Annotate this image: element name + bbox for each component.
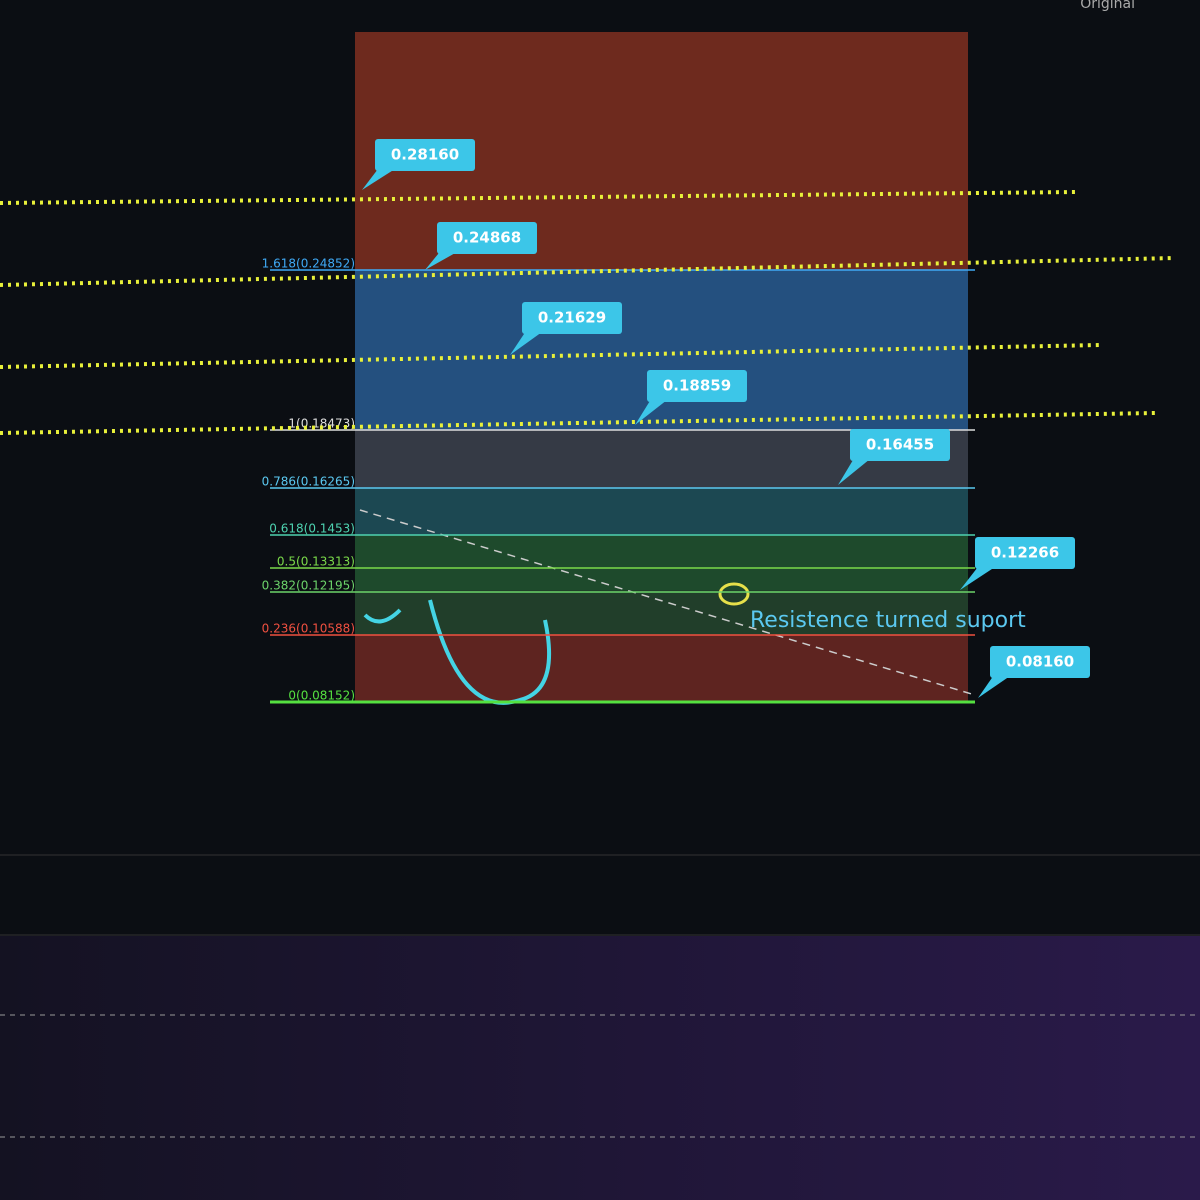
fib-label: 0.382(0.12195) <box>262 579 355 593</box>
callout-pointer <box>635 396 667 425</box>
price-label-box <box>437 222 537 254</box>
price-label-box <box>522 302 622 334</box>
price-label: 0.16455 <box>866 436 934 454</box>
fib-label: 0(0.08152) <box>288 689 355 703</box>
callout-pointer <box>510 328 542 355</box>
callout-pointer <box>362 165 395 190</box>
price-label: 0.18859 <box>663 377 731 395</box>
annotation: Resistence turned suport <box>750 608 1026 633</box>
rsi-pane <box>0 936 1200 1200</box>
trend-line <box>359 509 976 696</box>
dotted-line <box>0 190 1076 205</box>
zone-blue <box>355 270 968 430</box>
price-label: 0.28160 <box>391 146 459 164</box>
price-label-box <box>647 370 747 402</box>
callout-pointer <box>960 563 995 590</box>
zone-teal <box>355 488 968 535</box>
price-label: 0.24868 <box>453 229 521 247</box>
fib-label: 0.618(0.1453) <box>269 522 355 536</box>
price-label-box <box>850 429 950 461</box>
fib-label: 1.618(0.24852) <box>262 257 355 271</box>
callout-pointer <box>978 672 1010 698</box>
price-label-box <box>975 537 1075 569</box>
fib-label: 0.786(0.16265) <box>262 475 355 489</box>
tab[interactable]: Original <box>1080 0 1135 12</box>
zone-red-low <box>355 635 968 702</box>
callout-pointer <box>838 455 870 485</box>
price-label: 0.08160 <box>1006 653 1074 671</box>
price-label: 0.12266 <box>991 544 1059 562</box>
fib-label: 0.5(0.13313) <box>277 555 355 569</box>
fib-label: 0.236(0.10588) <box>262 622 355 636</box>
highlight-circle <box>718 582 750 606</box>
zone-green-dark <box>355 590 968 635</box>
price-label-box <box>375 139 475 171</box>
price-label: 0.21629 <box>538 309 606 327</box>
zone-green <box>355 535 968 590</box>
price-label-box <box>990 646 1090 678</box>
dotted-line <box>0 411 1156 435</box>
